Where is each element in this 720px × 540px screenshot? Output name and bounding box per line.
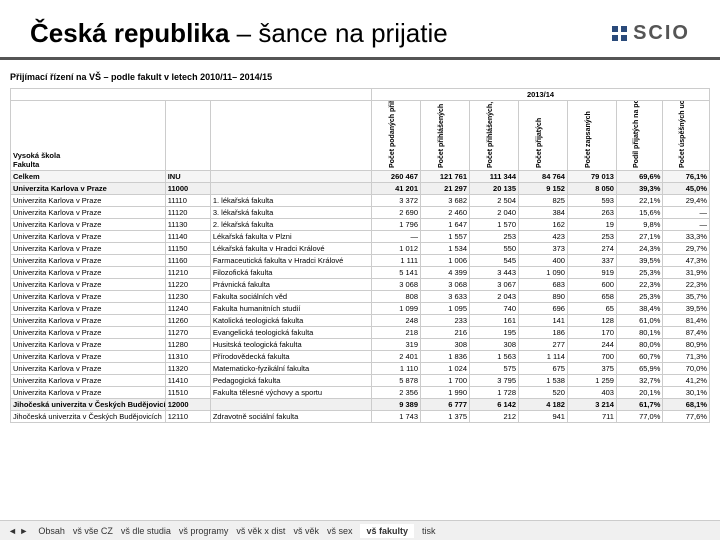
- table-row: Univerzita Karlova v Praze11140Lékařská …: [11, 231, 710, 243]
- table-row: Univerzita Karlova v Praze11240Fakulta h…: [11, 303, 710, 315]
- year-label: 2013/14: [372, 89, 710, 101]
- table-row: Univerzita Karlova v Praze11210Filozofic…: [11, 267, 710, 279]
- col-c5: Počet zapsaných: [567, 101, 616, 171]
- column-headers: Vysoká školaFakulta Počet podaných přihl…: [11, 101, 710, 171]
- col-c2: Počet přihlášených: [421, 101, 470, 171]
- col-c7: Počet úspěšných uchazečů: [663, 101, 710, 171]
- sheet-tab[interactable]: vš programy: [179, 526, 229, 536]
- sheet-tab[interactable]: Obsah: [38, 526, 65, 536]
- table-row: Jihočeská univerzita v Českých Budějovic…: [11, 399, 710, 411]
- col-c1: Počet podaných přihlášek: [372, 101, 421, 171]
- sheet-tab[interactable]: vš věk x dist: [236, 526, 285, 536]
- data-table: 2013/14 Vysoká školaFakulta Počet podaný…: [10, 88, 710, 423]
- logo-text: SCIO: [633, 22, 690, 45]
- sheet-tab[interactable]: vš sex: [327, 526, 353, 536]
- title-bold: Česká republika: [30, 18, 229, 48]
- table-row: Univerzita Karlova v Praze11220Právnická…: [11, 279, 710, 291]
- col-c4: Počet přijatých: [519, 101, 568, 171]
- table-row: Univerzita Karlova v Praze11410Pedagogic…: [11, 375, 710, 387]
- table-row: CelkemINU260 467121 761111 34484 76479 0…: [11, 171, 710, 183]
- scio-logo: SCIO: [612, 22, 690, 45]
- table-row: Univerzita Karlova v Praze11150Lékařská …: [11, 243, 710, 255]
- table-row: Jihočeská univerzita v Českých Budějovic…: [11, 411, 710, 423]
- sheet-tabs: ◄ ► Obsah vš vše CZ vš dle studia vš progra…: [0, 520, 720, 540]
- sheet-tab[interactable]: vš fakulty: [360, 524, 414, 538]
- table-row: Univerzita Karlova v Praze11160Farmaceut…: [11, 255, 710, 267]
- sheet-tab[interactable]: tisk: [422, 526, 436, 536]
- table-row: Univerzita Karlova v Praze111302. lékařs…: [11, 219, 710, 231]
- table-body: CelkemINU260 467121 761111 34484 76479 0…: [11, 171, 710, 423]
- logo-dots-icon: [612, 26, 627, 41]
- table-row: Univerzita Karlova v Praze11280Husitská …: [11, 339, 710, 351]
- table-row: Univerzita Karlova v Praze111203. lékařs…: [11, 207, 710, 219]
- year-row: 2013/14: [11, 89, 710, 101]
- col-uni: Vysoká školaFakulta: [11, 101, 166, 171]
- sheet-tab[interactable]: vš vše CZ: [73, 526, 113, 536]
- subtitle: Přijímací řízení na VŠ – podle fakult v …: [10, 68, 710, 88]
- table-row: Univerzita Karlova v Praze111101. lékařs…: [11, 195, 710, 207]
- title-light: – šance na prijatie: [229, 18, 447, 48]
- table-row: Univerzita Karlova v Praze11270Evangelic…: [11, 327, 710, 339]
- col-c3: Počet přihlášených, kteří se k př. dosta…: [470, 101, 519, 171]
- table-row: Univerzita Karlova v Praze1100041 20121 …: [11, 183, 710, 195]
- sheet-tab[interactable]: vš dle studia: [121, 526, 171, 536]
- table-row: Univerzita Karlova v Praze11310Přírodově…: [11, 351, 710, 363]
- sheet-tab[interactable]: vš věk: [293, 526, 319, 536]
- content: Přijímací řízení na VŠ – podle fakult v …: [0, 60, 720, 423]
- table-row: Univerzita Karlova v Praze11230Fakulta s…: [11, 291, 710, 303]
- tab-nav-icon[interactable]: ◄ ►: [8, 526, 28, 536]
- header: Česká republika – šance na prijatie SCIO: [0, 0, 720, 60]
- page-title: Česká republika – šance na prijatie: [30, 18, 448, 49]
- table-row: Univerzita Karlova v Praze11320Matematic…: [11, 363, 710, 375]
- table-row: Univerzita Karlova v Praze11510Fakulta t…: [11, 387, 710, 399]
- table-row: Univerzita Karlova v Praze11260Katolická…: [11, 315, 710, 327]
- col-c6: Podíl přijatých na počtu přihlášených: [616, 101, 662, 171]
